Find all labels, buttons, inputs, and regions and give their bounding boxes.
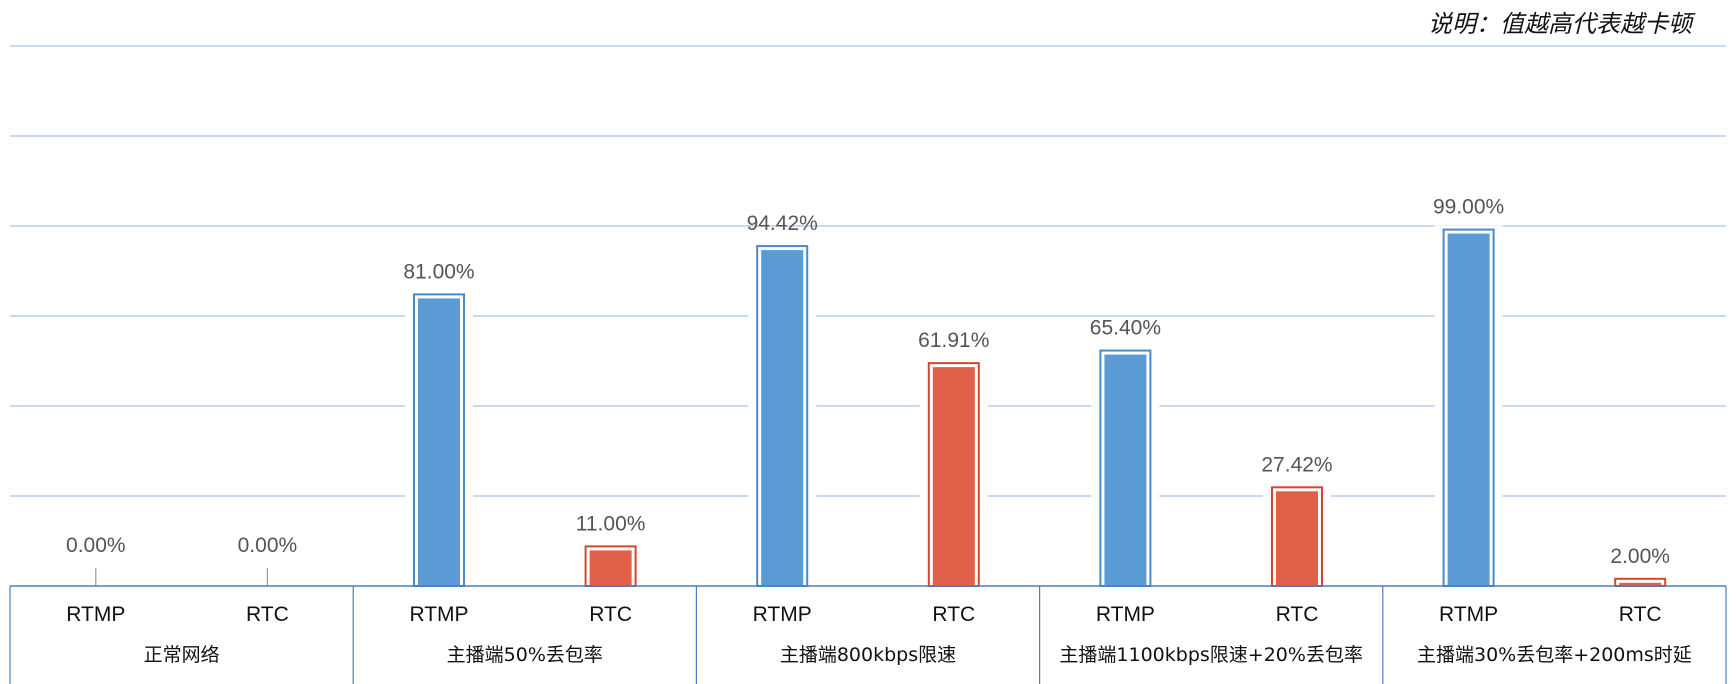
data-label: 27.42% — [1261, 453, 1332, 476]
x-tick-label: RTC — [589, 603, 632, 626]
bar-rtc — [932, 367, 975, 586]
x-tick-label: RTMP — [753, 603, 812, 626]
x-group-label: 主播端30%丢包率+200ms时延 — [1417, 644, 1692, 666]
x-tick-label: RTC — [1619, 603, 1662, 626]
bar-rtmp — [1447, 233, 1490, 586]
bars: 0.00% 0.00% 81.00% 11.00% 94.42% 61.91% 65.40%… — [61, 196, 1675, 588]
data-label: 81.00% — [403, 260, 474, 283]
bar-rtc — [1619, 582, 1662, 586]
data-label: 61.91% — [918, 329, 989, 352]
data-label: 99.00% — [1433, 196, 1504, 219]
bar-rtmp — [761, 250, 804, 586]
x-group-label: 主播端800kbps限速 — [780, 644, 956, 666]
data-label: 2.00% — [1610, 545, 1670, 568]
x-tick-label: RTMP — [1439, 603, 1498, 626]
x-group-label: 主播端1100kbps限速+20%丢包率 — [1059, 644, 1363, 666]
bar-rtmp — [1104, 354, 1147, 586]
bar-rtc — [589, 550, 632, 586]
chart-note: 说明：值越高代表越卡顿 — [1428, 10, 1696, 38]
x-tick-label: RTC — [246, 603, 289, 626]
data-label: 11.00% — [576, 512, 646, 535]
bar-rtc — [1276, 491, 1318, 586]
x-tick-label: RTMP — [66, 603, 125, 626]
x-tick-label: RTMP — [409, 603, 468, 626]
data-label: 0.00% — [238, 534, 298, 557]
x-axis: RTMP RTC 正常网络 RTMP RTC 主播端50%丢包率 RTMP RTC 主播端800… — [9, 585, 1727, 684]
x-group-label: 主播端50%丢包率 — [447, 644, 603, 666]
x-tick-label: RTMP — [1096, 603, 1155, 626]
bar-rtmp — [418, 298, 460, 586]
data-label: 65.40% — [1090, 317, 1161, 340]
data-label: 0.00% — [66, 534, 126, 557]
x-tick-label: RTC — [932, 603, 975, 626]
data-label: 94.42% — [747, 212, 818, 235]
x-group-label: 正常网络 — [144, 644, 220, 666]
x-tick-label: RTC — [1276, 603, 1319, 626]
